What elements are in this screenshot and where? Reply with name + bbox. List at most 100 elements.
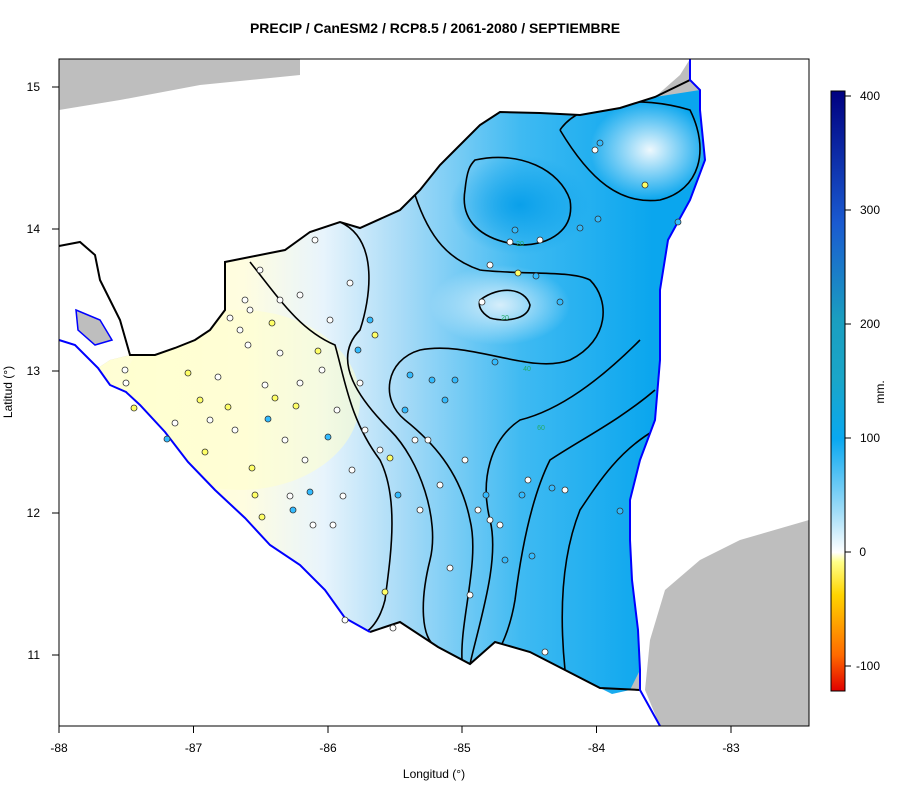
- station-marker: [348, 466, 356, 474]
- station-marker: [482, 491, 490, 499]
- contour-label: 20: [516, 241, 524, 248]
- station-marker: [226, 314, 234, 322]
- station-marker: [511, 226, 519, 234]
- station-marker: [341, 616, 349, 624]
- station-marker: [256, 266, 264, 274]
- station-marker: [248, 464, 256, 472]
- honduras-border: [58, 79, 691, 356]
- y-tick-label: 12: [27, 506, 41, 520]
- station-marker: [236, 326, 244, 334]
- station-marker: [324, 433, 332, 441]
- x-tick-label: -84: [588, 741, 606, 755]
- station-marker: [366, 316, 374, 324]
- x-tick-label: -86: [319, 741, 337, 755]
- y-axis: 11 12 13 14 15 Latitud (°): [1, 80, 60, 662]
- station-marker: [361, 426, 369, 434]
- station-marker: [301, 456, 309, 464]
- caribbean-coastline: [629, 59, 707, 727]
- station-marker: [214, 373, 222, 381]
- colorbar-tick-label: 200: [860, 317, 880, 331]
- station-marker: [486, 261, 494, 269]
- station-marker: [486, 516, 494, 524]
- colorbar-tick-label: -100: [856, 659, 880, 673]
- station-marker: [196, 396, 204, 404]
- station-marker: [264, 415, 272, 423]
- station-marker: [339, 492, 347, 500]
- northern-land: [59, 59, 300, 110]
- station-marker: [561, 486, 569, 494]
- contour-label: 60: [537, 425, 545, 432]
- station-marker: [276, 296, 284, 304]
- station-marker: [296, 291, 304, 299]
- station-marker: [436, 481, 444, 489]
- station-marker: [401, 406, 409, 414]
- station-marker: [224, 403, 232, 411]
- station-marker: [674, 218, 682, 226]
- station-marker: [231, 426, 239, 434]
- station-marker: [326, 316, 334, 324]
- station-marker: [428, 376, 436, 384]
- costa-rica-border: [369, 620, 641, 691]
- colorbar-tick-label: 400: [860, 89, 880, 103]
- gulf-of-fonseca: [75, 308, 114, 346]
- station-marker: [576, 224, 584, 232]
- station-marker: [501, 556, 509, 564]
- station-marker: [381, 588, 389, 596]
- contour-label: 20: [501, 315, 509, 322]
- costa-rica-land: [645, 520, 809, 726]
- station-marker: [346, 279, 354, 287]
- station-marker: [371, 331, 379, 339]
- station-marker: [424, 436, 432, 444]
- station-marker: [528, 552, 536, 560]
- station-marker: [244, 341, 252, 349]
- station-marker: [514, 269, 522, 277]
- x-axis: -88 -87 -86 -85 -84 -83 Longitud (°): [50, 725, 740, 781]
- station-marker: [292, 402, 300, 410]
- station-marker: [268, 319, 276, 327]
- honduras-region: [59, 59, 690, 368]
- y-tick-label: 14: [27, 222, 41, 236]
- colorbar-tick-label: 100: [860, 431, 880, 445]
- station-marker: [466, 591, 474, 599]
- station-marker: [329, 521, 337, 529]
- station-marker: [596, 139, 604, 147]
- y-axis-label: Latitud (°): [1, 366, 15, 418]
- station-marker: [548, 484, 556, 492]
- station-marker: [524, 476, 532, 484]
- station-marker: [122, 379, 130, 387]
- station-marker: [163, 435, 171, 443]
- station-marker: [318, 366, 326, 374]
- colorbar-gradient: [830, 90, 846, 692]
- station-marker: [389, 624, 397, 632]
- station-marker: [386, 454, 394, 462]
- station-marker: [258, 513, 266, 521]
- station-marker: [314, 347, 322, 355]
- station-marker: [281, 436, 289, 444]
- station-marker: [171, 419, 179, 427]
- station-marker: [641, 181, 649, 189]
- station-marker: [416, 506, 424, 514]
- colorbar-tick-label: 300: [860, 203, 880, 217]
- colorbar-unit-label: mm.: [873, 380, 887, 403]
- x-tick-label: -85: [453, 741, 471, 755]
- station-marker: [411, 436, 419, 444]
- station-marker: [130, 404, 138, 412]
- station-marker: [356, 379, 364, 387]
- station-marker: [201, 448, 209, 456]
- station-marker: [541, 648, 549, 656]
- station-marker: [491, 358, 499, 366]
- station-marker: [451, 376, 459, 384]
- colorbar: -100 0 100 200 300 400 mm.: [830, 89, 887, 692]
- station-marker: [306, 488, 314, 496]
- station-marker: [556, 298, 564, 306]
- station-marker: [594, 215, 602, 223]
- station-marker: [246, 306, 254, 314]
- x-tick-label: -88: [50, 741, 68, 755]
- station-marker: [333, 406, 341, 414]
- station-marker: [376, 446, 384, 454]
- station-marker: [261, 381, 269, 389]
- station-marker: [354, 346, 362, 354]
- pacific-coastline: [58, 339, 371, 633]
- colorbar-tick-label: 0: [859, 545, 866, 559]
